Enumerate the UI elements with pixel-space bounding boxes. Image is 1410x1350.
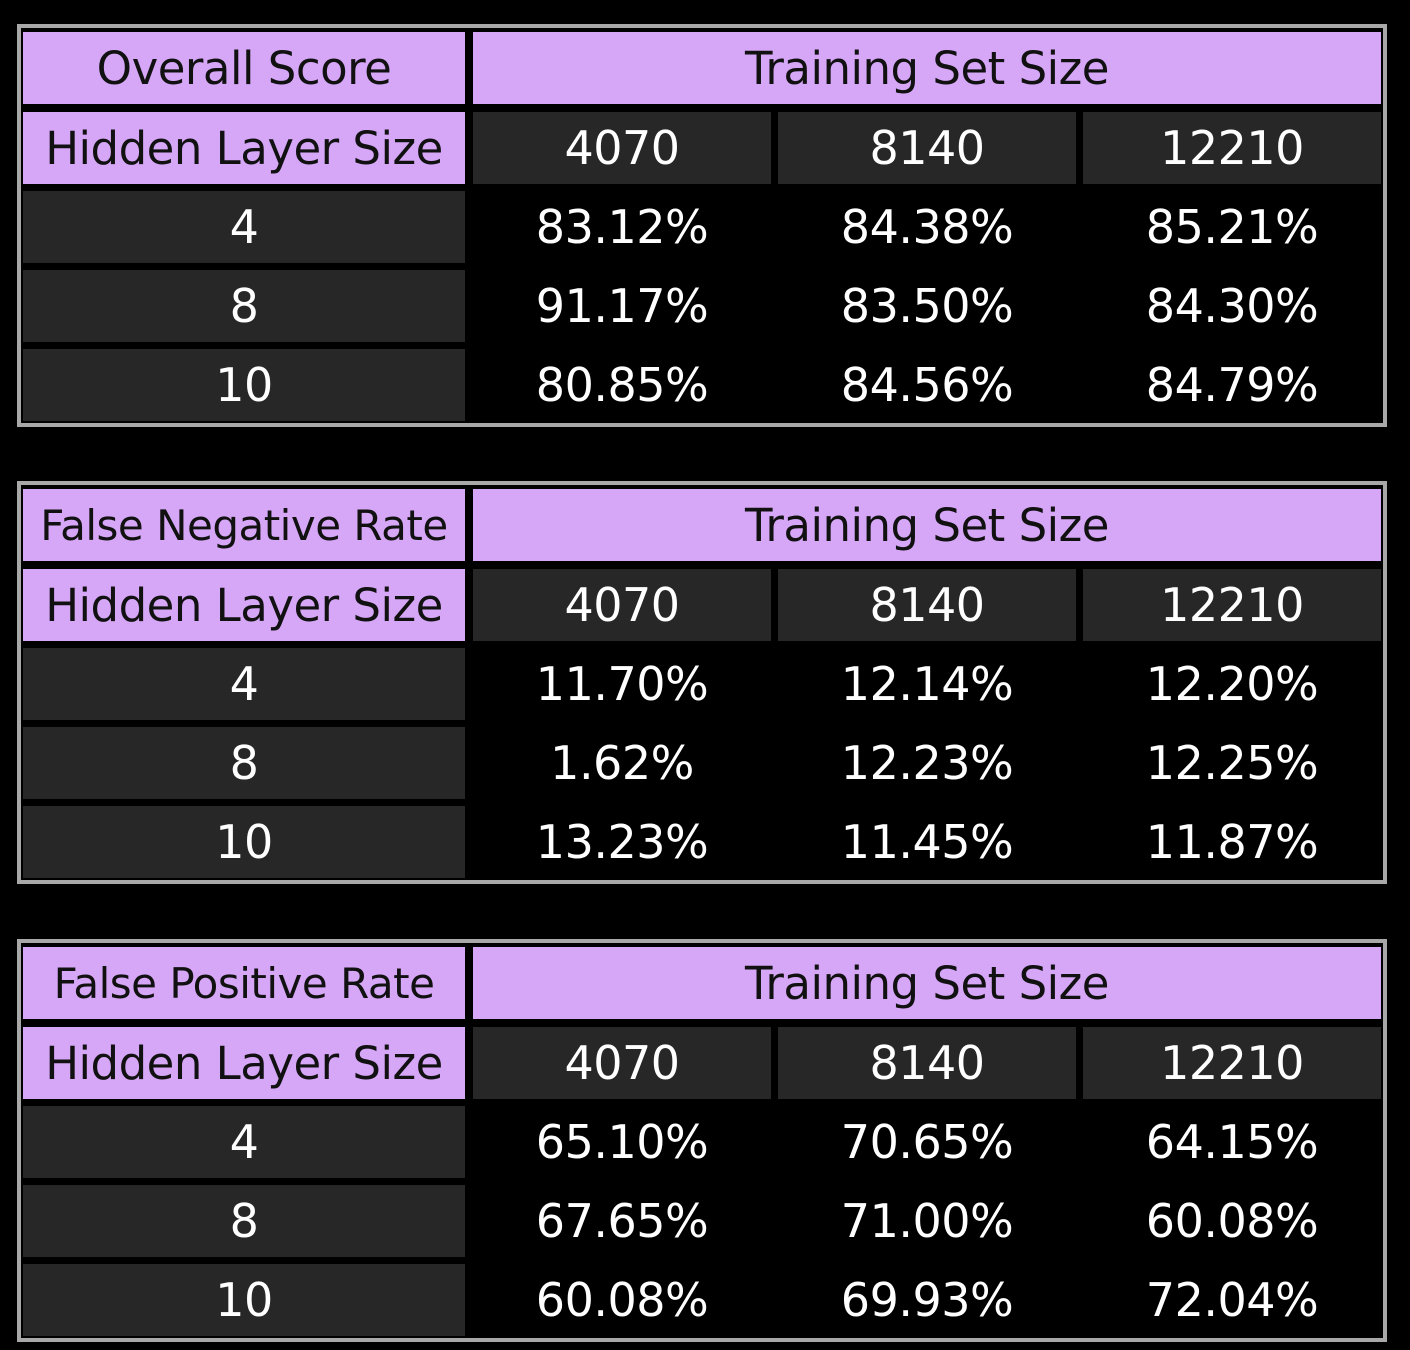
false-negative-rate-table: False Negative Rate Training Set Size Hi… bbox=[17, 481, 1387, 884]
data-cell: 64.15% bbox=[1083, 1106, 1381, 1178]
data-cell: 70.65% bbox=[778, 1106, 1076, 1178]
data-cell: 80.85% bbox=[473, 349, 771, 421]
data-cell: 60.08% bbox=[1083, 1185, 1381, 1257]
data-cell: 60.08% bbox=[473, 1264, 771, 1336]
column-header: 4070 bbox=[473, 1027, 771, 1099]
data-cell: 65.10% bbox=[473, 1106, 771, 1178]
data-cell: 11.87% bbox=[1083, 806, 1381, 878]
row-label: 10 bbox=[23, 806, 465, 878]
data-cell: 84.56% bbox=[778, 349, 1076, 421]
data-cell: 85.21% bbox=[1083, 191, 1381, 263]
column-header: 4070 bbox=[473, 569, 771, 641]
data-cell: 72.04% bbox=[1083, 1264, 1381, 1336]
data-cell: 13.23% bbox=[473, 806, 771, 878]
column-header: 8140 bbox=[778, 112, 1076, 184]
row-label: 4 bbox=[23, 1106, 465, 1178]
row-label: 8 bbox=[23, 270, 465, 342]
data-cell: 11.45% bbox=[778, 806, 1076, 878]
data-cell: 71.00% bbox=[778, 1185, 1076, 1257]
overall-score-table: Overall Score Training Set Size Hidden L… bbox=[17, 24, 1387, 427]
false-positive-rate-table: False Positive Rate Training Set Size Hi… bbox=[17, 939, 1387, 1342]
row-header-label: Hidden Layer Size bbox=[23, 569, 465, 641]
data-cell: 83.12% bbox=[473, 191, 771, 263]
column-header: 12210 bbox=[1083, 1027, 1381, 1099]
column-group-header: Training Set Size bbox=[473, 32, 1381, 104]
data-cell: 1.62% bbox=[473, 727, 771, 799]
column-header: 4070 bbox=[473, 112, 771, 184]
row-label: 4 bbox=[23, 191, 465, 263]
data-cell: 84.38% bbox=[778, 191, 1076, 263]
row-label: 10 bbox=[23, 349, 465, 421]
row-label: 8 bbox=[23, 1185, 465, 1257]
row-header-label: Hidden Layer Size bbox=[23, 112, 465, 184]
data-cell: 91.17% bbox=[473, 270, 771, 342]
table-title: False Negative Rate bbox=[23, 489, 465, 561]
data-cell: 69.93% bbox=[778, 1264, 1076, 1336]
row-label: 10 bbox=[23, 1264, 465, 1336]
table-title: False Positive Rate bbox=[23, 947, 465, 1019]
data-cell: 84.79% bbox=[1083, 349, 1381, 421]
data-cell: 67.65% bbox=[473, 1185, 771, 1257]
column-group-header: Training Set Size bbox=[473, 947, 1381, 1019]
table-title: Overall Score bbox=[23, 32, 465, 104]
row-label: 4 bbox=[23, 648, 465, 720]
row-header-label: Hidden Layer Size bbox=[23, 1027, 465, 1099]
data-cell: 83.50% bbox=[778, 270, 1076, 342]
column-header: 12210 bbox=[1083, 569, 1381, 641]
column-header: 8140 bbox=[778, 569, 1076, 641]
data-cell: 12.14% bbox=[778, 648, 1076, 720]
data-cell: 84.30% bbox=[1083, 270, 1381, 342]
data-cell: 12.23% bbox=[778, 727, 1076, 799]
column-header: 12210 bbox=[1083, 112, 1381, 184]
column-group-header: Training Set Size bbox=[473, 489, 1381, 561]
data-cell: 12.20% bbox=[1083, 648, 1381, 720]
data-cell: 12.25% bbox=[1083, 727, 1381, 799]
column-header: 8140 bbox=[778, 1027, 1076, 1099]
row-label: 8 bbox=[23, 727, 465, 799]
data-cell: 11.70% bbox=[473, 648, 771, 720]
